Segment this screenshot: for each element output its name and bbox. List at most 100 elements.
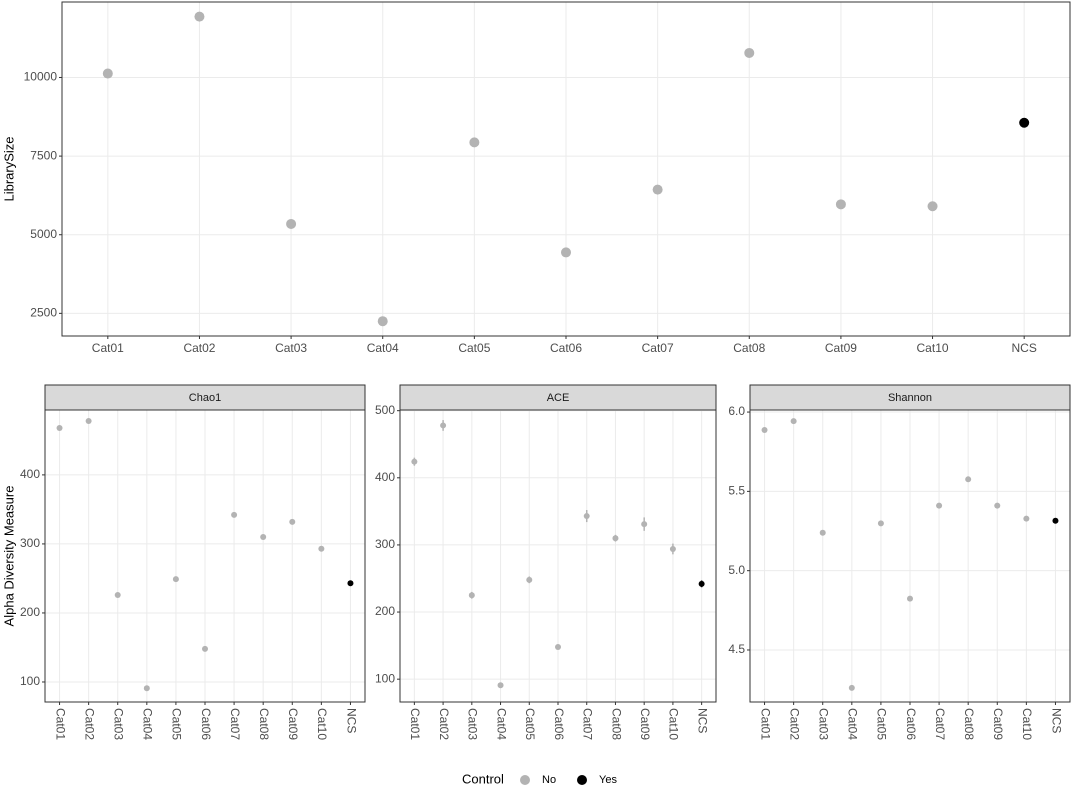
panel-border: [44, 409, 366, 703]
point: [347, 580, 354, 587]
x-tick-label: Cat04: [141, 708, 155, 740]
x-tick-label: Cat09: [825, 341, 857, 355]
facet-title: ACE: [547, 392, 570, 404]
facet-title: Shannon: [888, 392, 932, 404]
x-tick-label: Cat01: [758, 708, 772, 740]
panel-border: [749, 409, 1071, 703]
y-tick-label: 300: [20, 536, 40, 550]
x-tick-label: Cat06: [550, 341, 582, 355]
point: [907, 595, 913, 602]
point: [260, 534, 267, 541]
x-tick-label: NCS: [1012, 341, 1037, 355]
y-tick-label: 400: [20, 467, 40, 481]
strip: [399, 384, 717, 411]
y-tick-label: 6.0: [728, 404, 745, 418]
x-tick-label: Cat05: [875, 708, 889, 740]
legend-label: No: [542, 774, 556, 786]
x-tick-label: Cat07: [933, 708, 947, 740]
x-tick-label: Cat05: [523, 708, 537, 740]
x-tick-label: Cat04: [367, 341, 399, 355]
point: [377, 316, 388, 327]
x-tick-label: NCS: [1049, 708, 1063, 733]
point: [411, 458, 418, 465]
x-tick-label: Cat02: [82, 708, 96, 740]
point: [289, 518, 296, 525]
point: [194, 11, 205, 22]
y-tick-label: 4.5: [728, 642, 745, 656]
point: [85, 418, 92, 425]
y-tick-label: 5.0: [728, 563, 745, 577]
point: [877, 520, 884, 527]
point: [468, 592, 475, 599]
point: [652, 184, 663, 195]
x-tick-label: Cat03: [466, 708, 480, 740]
x-tick-label: Cat01: [53, 708, 67, 740]
point: [202, 645, 208, 652]
y-tick-label: 10000: [24, 70, 58, 84]
x-tick-label: Cat07: [581, 708, 595, 740]
strip: [749, 384, 1071, 411]
legend-label: Yes: [599, 774, 617, 786]
panel-border: [61, 1, 1071, 337]
x-tick-label: Cat02: [183, 341, 215, 355]
point: [848, 684, 855, 691]
x-tick-label: Cat04: [494, 708, 508, 740]
x-tick-label: Cat04: [846, 708, 860, 740]
point: [286, 218, 297, 229]
x-tick-label: Cat08: [257, 708, 271, 740]
y-tick-label: 5.5: [728, 484, 745, 498]
y-tick-label: 2500: [30, 306, 57, 320]
y-tick-label: 100: [375, 671, 395, 685]
point: [761, 426, 768, 433]
x-tick-label: Cat06: [199, 708, 213, 740]
x-tick-label: Cat06: [552, 708, 566, 740]
x-tick-label: Cat03: [817, 708, 831, 740]
x-tick-label: Cat02: [437, 708, 451, 740]
x-tick-label: Cat03: [275, 341, 307, 355]
legend-title: Control: [462, 771, 504, 786]
x-tick-label: Cat09: [991, 708, 1005, 740]
point: [994, 502, 1001, 509]
point: [612, 535, 619, 542]
point: [440, 422, 447, 429]
y-axis-label: Alpha Diversity Measure: [1, 486, 16, 627]
y-tick-label: 300: [375, 537, 395, 551]
facet-title: Chao1: [189, 392, 221, 404]
x-tick-label: Cat05: [170, 708, 184, 740]
point: [1052, 517, 1059, 524]
point: [102, 68, 113, 79]
point: [561, 247, 571, 258]
legend-marker: [577, 775, 587, 785]
point: [1023, 515, 1030, 522]
y-tick-label: 100: [20, 674, 40, 688]
x-tick-label: Cat05: [458, 341, 490, 355]
point: [835, 199, 846, 210]
x-tick-label: Cat09: [286, 708, 300, 740]
x-tick-label: Cat10: [917, 341, 949, 355]
x-tick-label: NCS: [695, 708, 709, 733]
x-tick-label: Cat02: [787, 708, 801, 740]
y-tick-label: 200: [20, 605, 40, 619]
x-tick-label: NCS: [344, 708, 358, 733]
y-tick-label: 7500: [30, 148, 57, 162]
point: [172, 576, 179, 583]
x-tick-label: Cat09: [638, 708, 652, 740]
x-tick-label: Cat10: [315, 708, 329, 740]
point: [819, 529, 826, 536]
point: [526, 576, 533, 583]
point: [669, 545, 676, 552]
x-tick-label: Cat10: [667, 708, 681, 740]
x-tick-label: Cat03: [112, 708, 126, 740]
x-tick-label: Cat08: [733, 341, 765, 355]
x-tick-label: Cat06: [904, 708, 918, 740]
point: [936, 502, 943, 509]
point: [318, 545, 325, 552]
point: [698, 580, 705, 587]
y-tick-label: 5000: [30, 227, 57, 241]
point: [56, 424, 63, 431]
point: [641, 521, 648, 528]
point: [469, 137, 480, 148]
x-tick-label: Cat10: [1020, 708, 1034, 740]
x-tick-label: Cat01: [92, 341, 124, 355]
